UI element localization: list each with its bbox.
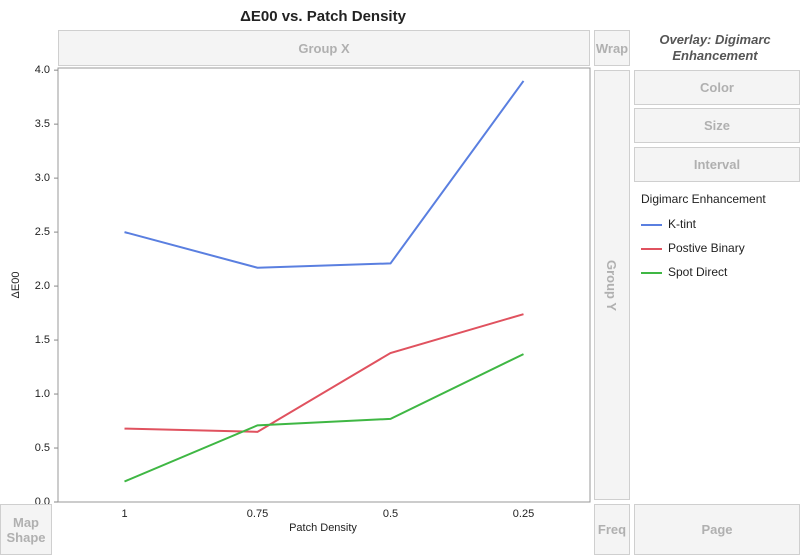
- wrap-zone[interactable]: Wrap: [594, 30, 630, 66]
- x-tick-label: 1: [121, 508, 127, 520]
- legend-title: Digimarc Enhancement: [641, 192, 766, 206]
- y-tick-label: 0.5: [35, 442, 50, 454]
- y-tick-label: 4.0: [35, 64, 50, 76]
- y-tick-label: 2.5: [35, 226, 50, 238]
- x-tick-label: 0.25: [513, 508, 534, 520]
- freq-zone[interactable]: Freq: [594, 504, 630, 555]
- series-line: [124, 80, 525, 269]
- plot-frame: [57, 67, 591, 503]
- x-axis-label: Patch Density: [289, 522, 357, 534]
- series-line: [124, 353, 524, 483]
- overlay-label[interactable]: Overlay: Digimarc Enhancement: [659, 32, 771, 63]
- size-zone[interactable]: Size: [634, 108, 800, 143]
- chart-title: ΔE00 vs. Patch Density: [240, 8, 407, 25]
- group-y-label: Group Y: [604, 259, 620, 311]
- series-line: [124, 313, 524, 433]
- y-tick-label: 2.0: [35, 280, 50, 292]
- group-y-zone[interactable]: Group Y: [594, 70, 630, 500]
- y-tick-label: 1.0: [35, 388, 50, 400]
- page-zone[interactable]: Page: [634, 504, 800, 555]
- legend-label: Spot Direct: [668, 265, 728, 279]
- x-tick-label: 0.5: [383, 508, 398, 520]
- y-axis-label: ΔE00: [10, 272, 22, 299]
- legend-label: Postive Binary: [668, 241, 745, 255]
- interval-zone[interactable]: Interval: [634, 147, 800, 182]
- x-tick-label: 0.75: [247, 508, 268, 520]
- color-zone[interactable]: Color: [634, 70, 800, 105]
- legend-label: K-tint: [668, 217, 697, 231]
- y-tick-label: 3.5: [35, 118, 50, 130]
- y-tick-label: 1.5: [35, 334, 50, 346]
- y-tick-label: 3.0: [35, 172, 50, 184]
- group-x-zone[interactable]: Group X: [58, 30, 590, 66]
- map-shape-zone[interactable]: Map Shape: [0, 504, 52, 555]
